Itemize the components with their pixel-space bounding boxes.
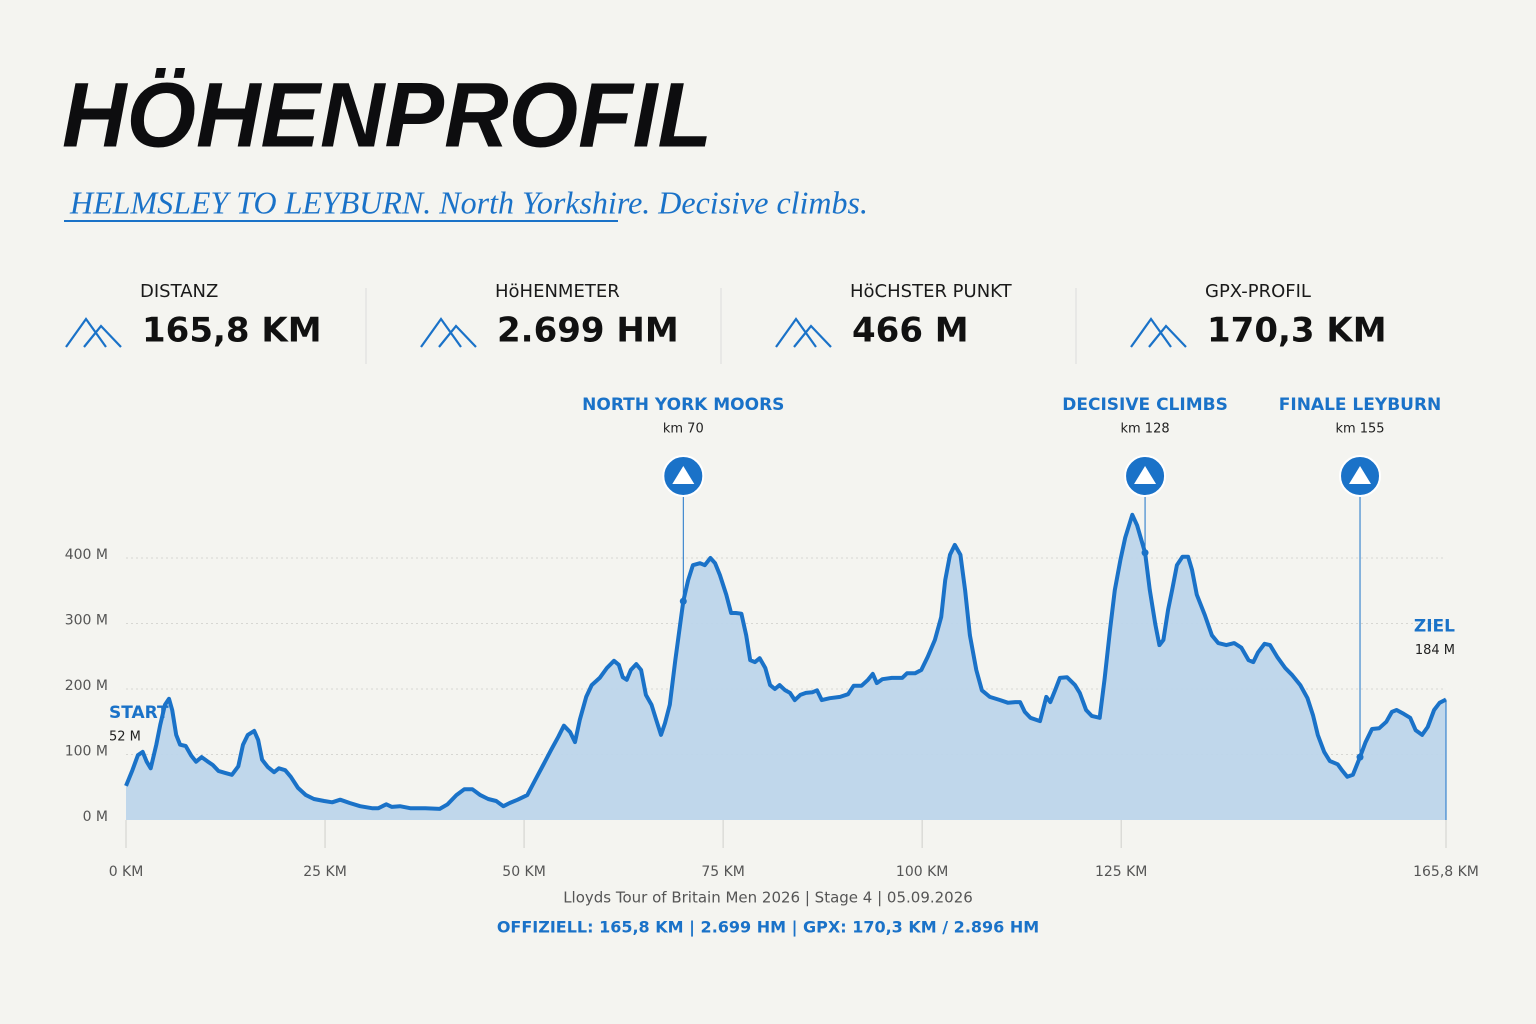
stat-value: 2.699 HM [497,311,679,351]
end-label: ZIEL [1414,616,1455,636]
y-tick-label: 300 M [65,613,108,629]
marker-sublabel: km 70 [663,422,704,437]
chart: 0 M 100 M 200 M 300 M 400 M 0 KM 25 KM 50 KM 75 … [65,395,1479,938]
footer-source: Lloyds Tour of Britain Men 2026 | Stage … [563,889,973,907]
stat-label: GPX-PROFIL [1205,281,1311,302]
profile-line [124,512,1447,811]
stat-value: 466 M [852,311,969,351]
start-label: START [109,703,169,723]
marker-icon [1349,466,1372,484]
x-tick-label: 50 KM [502,864,546,880]
footer-summary: OFFIZIELL: 165,8 KM | 2.699 HM | GPX: 17… [497,918,1039,938]
y-tick-label: 200 M [65,678,108,694]
stat-label: HöHENMETER [495,281,620,302]
x-tick-label: 100 KM [896,864,948,880]
y-tick-label: 400 M [65,547,108,563]
x-tick-label: 75 KM [701,864,745,880]
marker-dot [1356,753,1364,761]
title: HÖHENPROFIL [62,64,712,166]
stat-value: 170,3 KM [1207,311,1387,351]
marker-label: DECISIVE CLIMBS [1062,395,1228,415]
marker-sublabel: km 155 [1335,422,1384,437]
x-tick-label: 0 KM [109,864,144,880]
stats: DISTANZ 165,8 KM HöHENMETER 2.699 HM HöCHSTE… [65,281,1387,364]
y-tick-label: 100 M [65,744,108,760]
stat-icon [65,317,122,348]
marker-label: FINALE LEYBURN [1279,395,1442,415]
marker-icon [1134,466,1157,484]
stat-label: HöCHSTER PUNKT [850,281,1013,302]
marker-icon [672,466,695,484]
marker-sublabel: km 128 [1120,422,1169,437]
x-tick-label: 25 KM [303,864,347,880]
area-fill [126,514,1446,820]
marker-label: NORTH YORK MOORS [582,395,784,415]
y-tick-label: 0 M [83,809,108,825]
stat-icon [1130,317,1187,348]
marker-dot [679,597,687,605]
stat-label: DISTANZ [140,281,218,302]
end-value-label: 184 M [1415,643,1455,658]
x-tick-label: 165,8 KM [1413,864,1479,880]
stat-icon [420,317,477,348]
start-value-label: 52 M [109,729,141,744]
x-tick-label: 125 KM [1095,864,1147,880]
stat-value: 165,8 KM [142,311,322,351]
stat-icon [775,317,832,348]
marker-dot [1141,549,1149,557]
subtitle: HELMSLEY TO LEYBURN. North Yorkshire. De… [69,184,868,220]
